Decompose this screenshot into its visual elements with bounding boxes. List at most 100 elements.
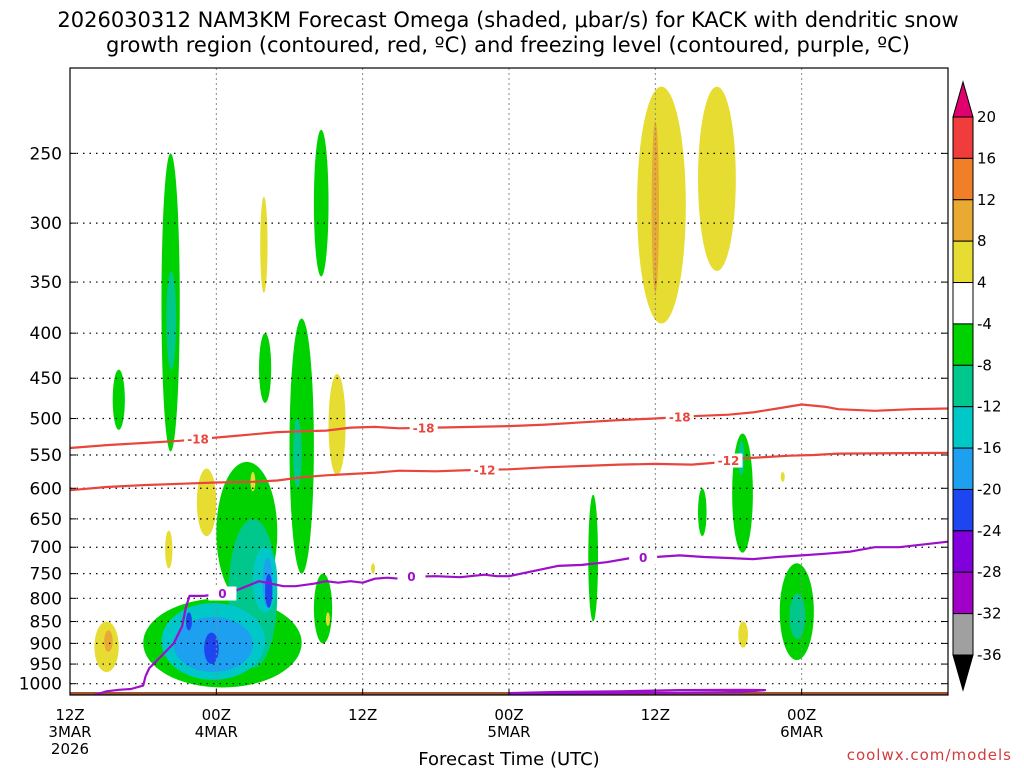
xtick-label-48: 12Z (641, 706, 670, 724)
omega-region-4 (259, 333, 272, 403)
contour-label-bg-2-2 (629, 550, 658, 565)
chart-title-line1: 2026030312 NAM3KM Forecast Omega (shaded… (57, 8, 958, 32)
omega-region-16 (265, 573, 273, 608)
ytick-label-600: 600 (30, 479, 62, 499)
omega-region-19 (698, 488, 707, 537)
ytick-label-750: 750 (30, 565, 62, 585)
omega-region-36 (738, 621, 749, 648)
colorbar-label-8: -16 (977, 439, 1002, 457)
omega-region-32 (371, 563, 376, 574)
ytick-label-800: 800 (30, 589, 62, 609)
colorbar-label-4: 4 (977, 274, 987, 292)
contour-0-4 (508, 688, 767, 695)
colorbar-label-5: -4 (977, 315, 992, 333)
omega-region-5 (289, 318, 314, 574)
colorbar-bin-12 (952, 157, 974, 201)
colorbar-bin--28 (952, 530, 974, 573)
contour-label-bg-0-2 (665, 409, 694, 424)
contour-label-0-2: -18 (669, 410, 691, 424)
colorbar-bin--12 (952, 364, 974, 408)
omega-region-0 (112, 369, 125, 430)
contour-label-bg-1-1 (714, 453, 743, 468)
credit-text: coolwx.com/models (847, 746, 1012, 764)
omega-region-30 (328, 373, 346, 476)
ytick-label-500: 500 (30, 410, 62, 430)
contour-label-1-0: -12 (474, 463, 496, 477)
omega-region-15 (204, 632, 219, 665)
colorbar-bin--16 (952, 406, 974, 449)
contour-label-2-2: 0 (639, 551, 647, 565)
ytick-label-550: 550 (30, 446, 62, 466)
omega-region-18 (588, 494, 599, 622)
omega-region-23 (789, 593, 806, 640)
xtick-label-12: 00Z (202, 706, 231, 724)
chart-title-line2: growth region (contoured, red, ºC) and f… (106, 33, 910, 57)
colorbar-bin--32 (952, 571, 974, 615)
contour-label-bg-0-1 (409, 420, 438, 435)
xtick-label-0: 12Z (55, 706, 84, 724)
contour-label-2-0: 0 (218, 587, 226, 601)
xtick-sub1-12: 4MAR (195, 723, 238, 741)
contour-0-3 (94, 675, 147, 695)
ytick-label-350: 350 (30, 273, 62, 293)
colorbar: 20 16 12 8 4 -4 -8 -12 -16 -20 -24 -28 -32 -36 (952, 80, 1002, 692)
colorbar-bin-16 (952, 116, 974, 159)
colorbar-label-13: -36 (977, 646, 1002, 664)
ytick-label-950: 950 (30, 655, 62, 675)
omega-region-27 (196, 468, 217, 537)
xtick-sub1-36: 5MAR (487, 723, 530, 741)
y-axis-ticks: 2503003504004505005506006507007508008509… (19, 144, 948, 695)
colorbar-label-2: 12 (977, 191, 996, 209)
omega-region-35 (698, 86, 736, 271)
ytick-label-850: 850 (30, 613, 62, 633)
colorbar-bin--4 (952, 282, 974, 325)
contour-lines: -18 -18 -18 -12 -12 0 0 0 (70, 403, 948, 695)
omega-region-26 (165, 530, 173, 569)
omega-shading (94, 86, 814, 688)
omega-region-7 (313, 573, 333, 644)
colorbar-label-10: -24 (977, 522, 1002, 540)
colorbar-label-3: 8 (977, 232, 987, 250)
contour-label-2-1: 0 (407, 570, 415, 584)
colorbar-label-7: -12 (977, 398, 1002, 416)
ytick-label-450: 450 (30, 369, 62, 389)
omega-region-3 (313, 129, 329, 277)
colorbar-label-9: -20 (977, 480, 1002, 498)
contour--18-0 (70, 403, 948, 450)
colorbar-label-11: -28 (977, 563, 1002, 581)
xtick-sub1-0: 3MAR (48, 723, 91, 741)
colorbar-label-1: 16 (977, 149, 996, 167)
ytick-label-250: 250 (30, 144, 62, 164)
contour-label-bg-2-0 (208, 586, 237, 601)
x-axis-title: Forecast Time (UTC) (418, 749, 599, 768)
colorbar-label-0: 20 (977, 108, 996, 126)
xtick-sub2-0: 2026 (51, 740, 89, 758)
ytick-label-300: 300 (30, 214, 62, 234)
omega-region-37 (780, 471, 785, 482)
omega-region-31 (325, 612, 330, 626)
contour-label-0-1: -18 (413, 421, 435, 435)
colorbar-bin--20 (952, 447, 974, 490)
ytick-label-700: 700 (30, 538, 62, 558)
colorbar-bin--36 (952, 613, 974, 656)
colorbar-bottom-triangle (952, 654, 974, 692)
omega-region-25 (104, 630, 113, 652)
colorbar-bin-4 (952, 240, 974, 284)
omega-region-34 (651, 121, 659, 293)
contour-label-1-1: -12 (718, 454, 740, 468)
ytick-label-400: 400 (30, 324, 62, 344)
xtick-label-36: 00Z (494, 706, 523, 724)
omega-region-2 (166, 270, 177, 370)
colorbar-label-6: -8 (977, 356, 992, 374)
omega-region-6 (293, 418, 302, 489)
ytick-label-900: 900 (30, 634, 62, 654)
omega-region-33 (637, 86, 686, 324)
ytick-label-1000: 1000 (19, 675, 62, 695)
colorbar-bin-8 (952, 199, 974, 242)
colorbar-top-triangle (952, 80, 974, 118)
ytick-label-650: 650 (30, 510, 62, 530)
colorbar-bin--24 (952, 488, 974, 532)
contour-label-bg-2-1 (397, 569, 426, 584)
